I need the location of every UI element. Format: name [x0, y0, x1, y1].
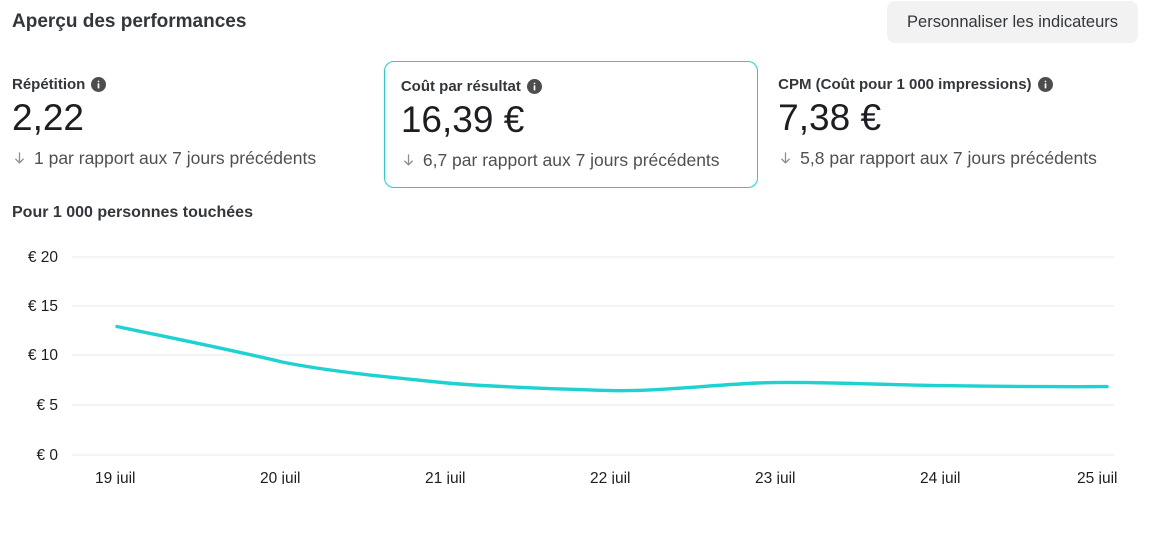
svg-text:19 juil: 19 juil	[95, 470, 136, 484]
svg-text:22 juil: 22 juil	[590, 470, 631, 484]
svg-text:€ 10: € 10	[28, 347, 59, 364]
svg-text:24 juil: 24 juil	[920, 470, 961, 484]
svg-text:€ 5: € 5	[36, 397, 58, 414]
svg-text:€ 15: € 15	[28, 298, 58, 315]
svg-text:25 juil: 25 juil	[1077, 470, 1118, 484]
svg-text:€ 20: € 20	[28, 249, 59, 266]
svg-text:23 juil: 23 juil	[755, 470, 796, 484]
svg-text:€ 0: € 0	[36, 447, 58, 464]
svg-text:20 juil: 20 juil	[260, 470, 301, 484]
svg-text:21 juil: 21 juil	[425, 470, 466, 484]
